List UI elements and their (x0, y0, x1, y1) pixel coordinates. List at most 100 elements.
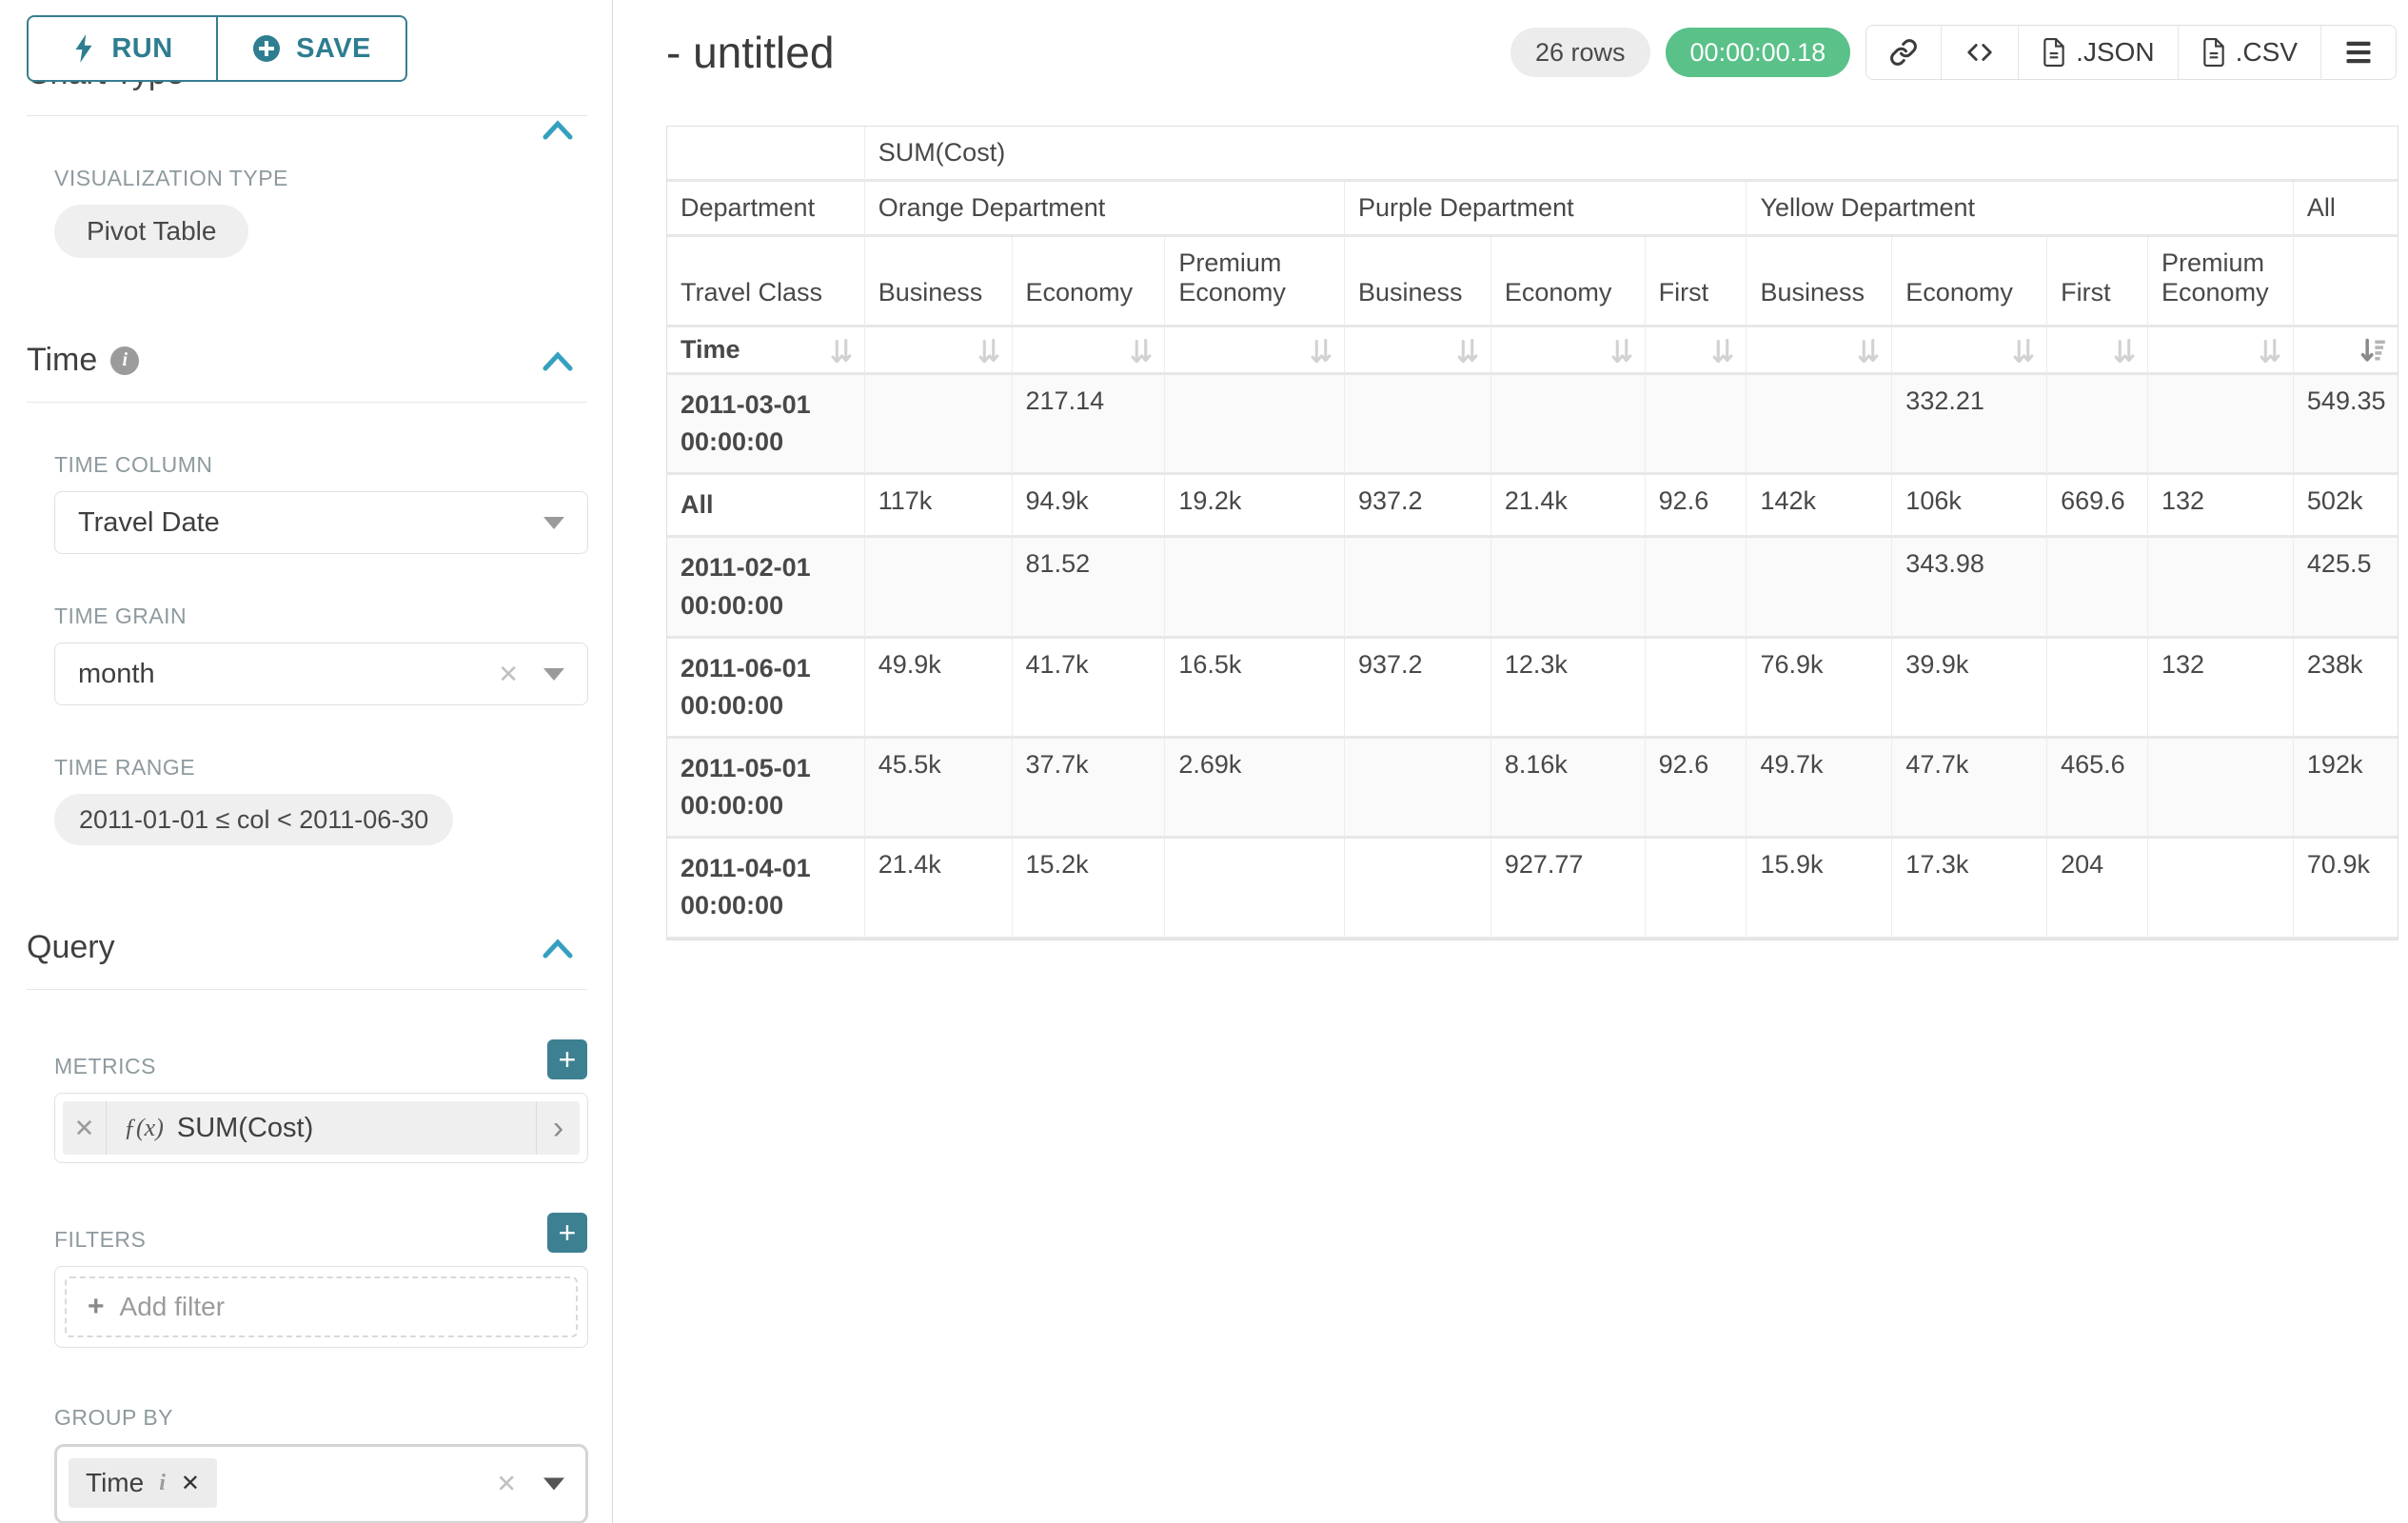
control-panel-sidebar: RUN SAVE Chart Type VISUALIZATION TYPE P… (0, 0, 613, 1523)
save-button[interactable]: SAVE (217, 15, 407, 82)
sort-icon[interactable] (1130, 338, 1153, 363)
pivot-cell: 332.21 (1892, 375, 2048, 476)
sort-icon[interactable] (1610, 338, 1633, 363)
row-count-badge: 26 rows (1510, 28, 1650, 77)
table-row: 2011-02-01 00:00:00 81.52 343.98 425.5 (667, 538, 2398, 639)
pivot-cell: 39.9k (1892, 638, 2048, 739)
add-metric-button[interactable]: + (547, 1039, 587, 1079)
sortable-column-header[interactable] (1747, 327, 1893, 375)
sortable-column-header[interactable] (2047, 327, 2149, 375)
pivot-cell: 204 (2047, 839, 2149, 940)
pivot-cell: 76.9k (1747, 638, 1893, 739)
add-filter-dropzone[interactable]: + Add filter (65, 1276, 578, 1337)
pivot-cell (1747, 538, 1893, 639)
sortable-column-header[interactable] (1490, 327, 1646, 375)
export-csv-button[interactable]: .CSV (2179, 26, 2321, 79)
pivot-cell: 37.7k (1012, 738, 1166, 840)
sortable-column-header[interactable] (1165, 327, 1345, 375)
chart-title[interactable]: - untitled (666, 28, 835, 77)
pivot-cell: 92.6 (1645, 475, 1747, 539)
pivot-cell: 15.2k (1012, 839, 1166, 940)
group-by-select[interactable]: Time i ✕ ✕ (54, 1444, 588, 1523)
sortable-column-header[interactable] (864, 327, 1013, 375)
info-icon: i (159, 1470, 166, 1495)
pivot-cell (1344, 738, 1491, 840)
time-range-pill[interactable]: 2011-01-01 ≤ col < 2011-06-30 (54, 794, 454, 845)
pivot-row-header: 2011-06-01 00:00:00 (667, 638, 865, 739)
sortable-column-header[interactable] (1344, 327, 1491, 375)
pivot-cell: 15.9k (1747, 839, 1893, 940)
sortable-column-header[interactable] (1645, 327, 1747, 375)
pivot-cell: 92.6 (1645, 738, 1747, 840)
clear-icon[interactable]: ✕ (498, 659, 519, 688)
time-axis-label[interactable]: Time (667, 327, 865, 375)
sort-icon[interactable] (1857, 338, 1880, 363)
hamburger-icon (2346, 41, 2371, 64)
sortable-column-header[interactable] (1892, 327, 2048, 375)
chevron-up-icon[interactable] (542, 116, 574, 146)
time-column-label: TIME COLUMN (54, 452, 213, 477)
pivot-cell (864, 375, 1013, 476)
sort-icon[interactable] (2259, 338, 2281, 363)
pivot-cell: 94.9k (1012, 475, 1166, 539)
pivot-row-header: 2011-04-01 00:00:00 (667, 839, 865, 940)
time-grain-select[interactable]: month ✕ (54, 643, 588, 705)
pivot-cell: 238k (2293, 638, 2398, 739)
sort-icon[interactable] (977, 338, 1000, 363)
link-icon (1890, 39, 1918, 66)
sidebar-topbar: RUN SAVE (0, 0, 612, 82)
sort-icon[interactable] (1711, 338, 1734, 363)
view-query-button[interactable] (1942, 26, 2020, 79)
menu-button[interactable] (2321, 26, 2396, 79)
pivot-cell: 502k (2293, 475, 2398, 539)
chevron-up-icon[interactable] (542, 937, 574, 959)
export-json-button[interactable]: .JSON (2019, 26, 2179, 79)
table-row: 2011-04-01 00:00:00 21.4k 15.2k 927.77 15.9k… (667, 839, 2398, 940)
travel-class-header: Business (864, 237, 1013, 327)
pivot-cell (2148, 839, 2294, 940)
remove-metric-icon[interactable]: ✕ (63, 1101, 107, 1155)
sort-icon[interactable] (830, 338, 853, 363)
sortable-column-header[interactable] (1012, 327, 1166, 375)
travel-class-header (2293, 237, 2398, 327)
clear-icon[interactable]: ✕ (496, 1469, 517, 1498)
department-header: Orange Department (864, 182, 1345, 237)
selected-option-tag[interactable]: Time i ✕ (69, 1458, 217, 1508)
sortable-column-header[interactable] (2148, 327, 2294, 375)
department-header: All (2293, 182, 2398, 237)
sort-icon[interactable] (2113, 338, 2136, 363)
chevron-up-icon[interactable] (542, 349, 574, 372)
sortable-column-header[interactable] (2293, 327, 2398, 375)
tag-label: Time (86, 1468, 145, 1497)
metric-pill[interactable]: ✕ ƒ(x) SUM(Cost) › (63, 1101, 580, 1155)
pivot-cell: 937.2 (1344, 638, 1491, 739)
pivot-cell (1645, 538, 1747, 639)
pivot-cell: 192k (2293, 738, 2398, 840)
remove-tag-icon[interactable]: ✕ (180, 1470, 200, 1496)
pivot-cell: 17.3k (1892, 839, 2048, 940)
metric-header: SUM(Cost) (864, 127, 2398, 182)
sort-icon[interactable] (1456, 338, 1479, 363)
pivot-cell: 927.77 (1490, 839, 1646, 940)
add-filter-button[interactable]: + (547, 1213, 587, 1253)
visualization-type-pill[interactable]: Pivot Table (54, 205, 249, 258)
export-toolbar: .JSON .CSV (1865, 25, 2397, 80)
time-column-select[interactable]: Travel Date (54, 491, 588, 554)
sort-desc-icon[interactable] (2359, 338, 2386, 363)
run-button[interactable]: RUN (27, 15, 217, 82)
pivot-cell (2148, 375, 2294, 476)
share-link-button[interactable] (1866, 26, 1943, 79)
pivot-cell: 41.7k (1012, 638, 1166, 739)
pivot-cell: 47.7k (1892, 738, 2048, 840)
info-icon: i (110, 346, 140, 375)
caret-right-icon[interactable]: › (536, 1101, 580, 1155)
sort-icon[interactable] (2012, 338, 2035, 363)
pivot-cell (1165, 375, 1345, 476)
chevron-down-icon (543, 1477, 564, 1491)
sort-icon[interactable] (1310, 338, 1332, 363)
travel-class-header: Economy (1012, 237, 1166, 327)
travel-class-axis-label: Travel Class (667, 237, 865, 327)
pivot-cell: 8.16k (1490, 738, 1646, 840)
pivot-cell (864, 538, 1013, 639)
